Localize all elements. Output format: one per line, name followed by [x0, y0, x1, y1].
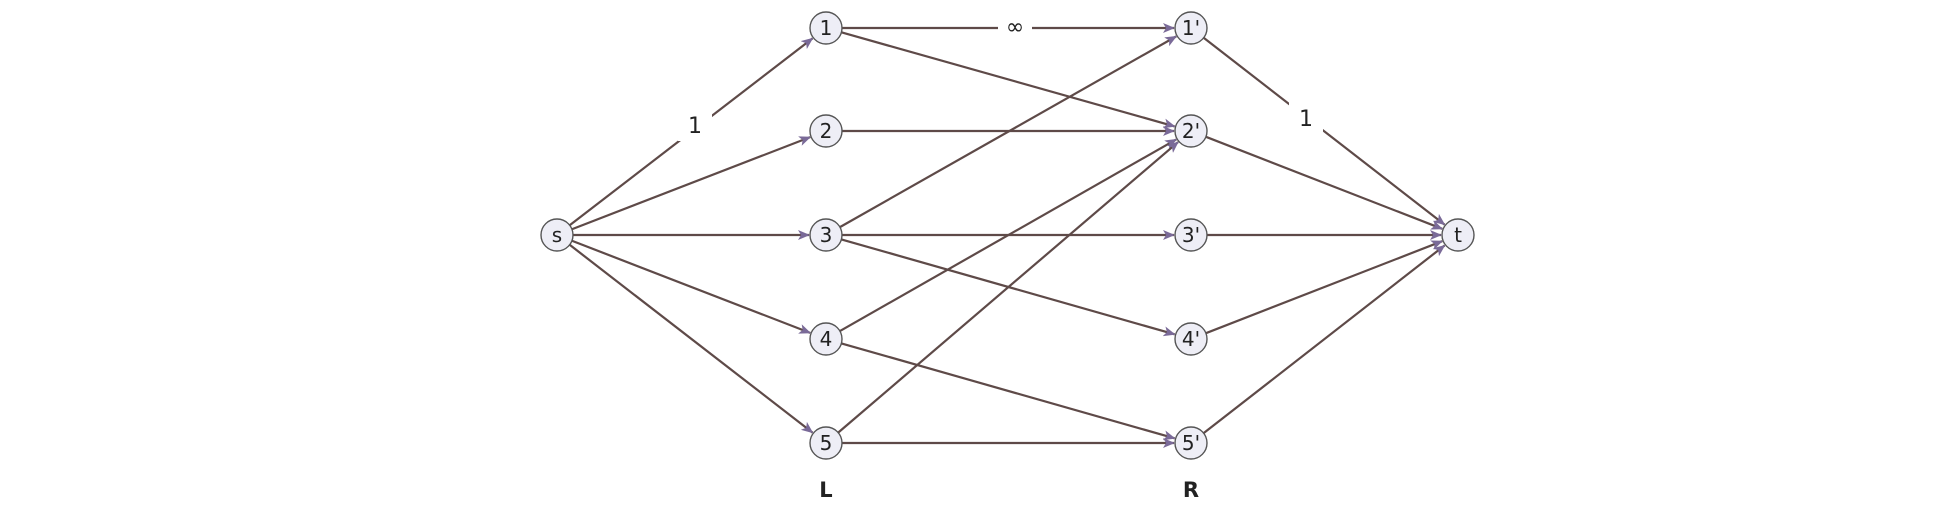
- node-label: 4: [820, 327, 833, 351]
- edge-capacity-text: ∞: [1006, 15, 1024, 40]
- edge-label-1-to-1p: ∞: [998, 10, 1032, 42]
- edge-1-to-2p: [841, 31, 1176, 129]
- node-5: 5: [809, 426, 843, 460]
- edge-labels-layer: 1 ∞ 1: [678, 10, 1323, 141]
- edge-1p-to-t: [1202, 36, 1446, 226]
- edge-4p-to-t: [1205, 240, 1444, 335]
- node-3: 3: [809, 218, 843, 252]
- node-label: 4': [1182, 327, 1200, 351]
- node-label: 3': [1182, 223, 1200, 247]
- node-4: 4: [809, 322, 843, 356]
- node-circle: [1174, 11, 1208, 45]
- node-circle: [809, 322, 843, 356]
- edge-label-s-to-1: 1: [678, 109, 712, 141]
- node-circle: [1174, 322, 1208, 356]
- node-label: 5': [1182, 431, 1200, 455]
- node-2p: 2': [1174, 114, 1208, 148]
- edge-5-to-2p: [837, 141, 1179, 434]
- node-label: 2: [820, 119, 833, 143]
- node-circle: [1174, 218, 1208, 252]
- edge-4-to-2p: [839, 138, 1178, 333]
- node-circle: [809, 114, 843, 148]
- node-label: 1: [820, 16, 833, 40]
- edge-capacity-text: 1: [688, 114, 702, 139]
- node-circle: [809, 426, 843, 460]
- edge-label-1p-to-t: 1: [1289, 102, 1323, 134]
- node-circle: [809, 11, 843, 45]
- edge-2p-to-t: [1205, 135, 1444, 230]
- node-label: 1': [1182, 16, 1200, 40]
- edge-3-to-1p: [839, 35, 1178, 229]
- nodes-layer: s 1 2 3 4 5 1' 2' 3' 4' 5' t: [540, 11, 1475, 460]
- node-5p: 5': [1174, 426, 1208, 460]
- edge-4-to-5p: [841, 342, 1176, 441]
- node-circle: [1441, 218, 1475, 252]
- node-1: 1: [809, 11, 843, 45]
- node-label: 2': [1182, 119, 1200, 143]
- node-4p: 4': [1174, 322, 1208, 356]
- left-group-label: L: [819, 478, 832, 502]
- node-label: s: [552, 223, 562, 247]
- right-group-label: R: [1183, 478, 1199, 502]
- edge-s-to-5: [568, 243, 814, 434]
- node-label: 3: [820, 223, 833, 247]
- edges-layer: [568, 23, 1446, 448]
- node-circle: [540, 218, 574, 252]
- node-circle: [809, 218, 843, 252]
- edge-s-to-4: [571, 239, 812, 334]
- edge-5p-to-t: [1202, 244, 1446, 435]
- node-circle: [1174, 426, 1208, 460]
- node-s: s: [540, 218, 574, 252]
- node-label: t: [1454, 223, 1462, 247]
- node-1p: 1': [1174, 11, 1208, 45]
- edge-s-to-2: [571, 136, 812, 231]
- node-3p: 3': [1174, 218, 1208, 252]
- node-2: 2: [809, 114, 843, 148]
- node-circle: [1174, 114, 1208, 148]
- node-label: 5: [820, 431, 833, 455]
- edge-capacity-text: 1: [1299, 107, 1313, 132]
- node-t: t: [1441, 218, 1475, 252]
